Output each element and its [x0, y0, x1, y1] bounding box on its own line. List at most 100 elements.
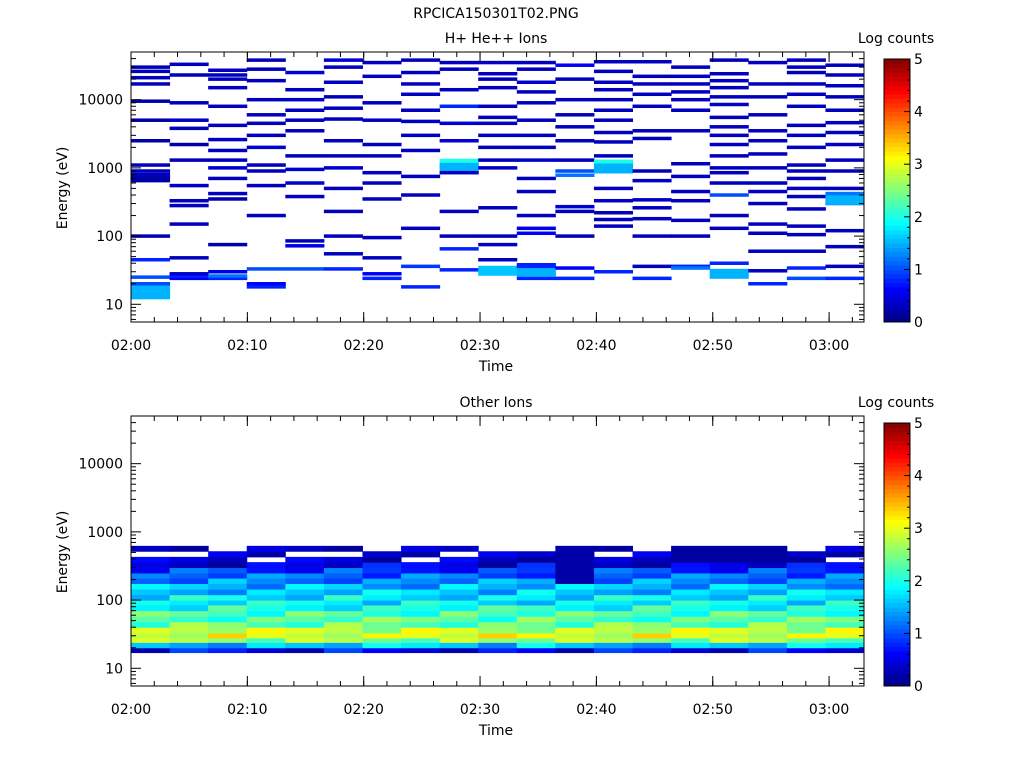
- heatmap-cell: [131, 99, 171, 103]
- heatmap-cell: [285, 129, 325, 133]
- heatmap-cell: [285, 583, 325, 590]
- heatmap-cell: [786, 276, 826, 281]
- colorbar-tick-label: 3: [914, 157, 923, 173]
- heatmap-cell: [362, 101, 402, 105]
- heatmap-cell: [478, 234, 518, 238]
- heatmap-cell: [709, 115, 749, 120]
- heatmap-cell: [748, 627, 788, 634]
- colorbar-segment: [884, 120, 910, 126]
- colorbar-segment: [884, 541, 910, 547]
- heatmap-cell: [323, 578, 363, 585]
- heatmap-cell: [208, 242, 248, 247]
- colorbar-segment: [884, 642, 910, 648]
- colorbar-tick-label: 4: [914, 469, 923, 485]
- heatmap-cell: [323, 234, 363, 238]
- heatmap-cell: [748, 589, 788, 596]
- heatmap-cell: [362, 276, 402, 281]
- heatmap-cell: [169, 567, 209, 574]
- heatmap-cell: [555, 604, 595, 612]
- heatmap-cell: [786, 186, 826, 191]
- heatmap-cell: [671, 129, 711, 133]
- heatmap-cell: [169, 142, 209, 147]
- heatmap-cell: [555, 545, 595, 552]
- heatmap-cell: [555, 632, 595, 639]
- heatmap-cell: [169, 572, 209, 579]
- colorbar-segment: [884, 300, 910, 305]
- x-tick-label: 02:40: [576, 702, 616, 718]
- heatmap-cell: [401, 551, 441, 558]
- heatmap-cell: [323, 166, 363, 170]
- heatmap-cell: [555, 97, 595, 102]
- colorbar-segment: [884, 484, 910, 490]
- heatmap-cell: [632, 104, 672, 109]
- heatmap-cell: [401, 637, 441, 643]
- colorbar-segment: [884, 672, 910, 678]
- heatmap-cell: [825, 108, 865, 112]
- colorbar-segment: [884, 558, 910, 564]
- heatmap-cell: [671, 198, 711, 203]
- heatmap-cell: [362, 642, 402, 649]
- x-tick-label: 02:00: [111, 702, 151, 718]
- heatmap-cell: [208, 642, 248, 649]
- colorbar-segment: [884, 190, 910, 196]
- heatmap-cell: [786, 604, 826, 612]
- heatmap-cell: [401, 632, 441, 639]
- colorbar-segment: [884, 247, 910, 253]
- x-tick-label: 02:30: [460, 702, 500, 718]
- heatmap-cell: [246, 282, 286, 286]
- heatmap-cell: [285, 647, 325, 654]
- heatmap-cell: [748, 231, 788, 236]
- colorbar-segment: [884, 265, 910, 270]
- heatmap-cell: [516, 90, 556, 94]
- heatmap-cell: [208, 68, 248, 73]
- heatmap-cell: [131, 610, 171, 617]
- heatmap-cell: [748, 642, 788, 649]
- heatmap-cell: [208, 610, 248, 617]
- heatmap-cell: [401, 600, 441, 606]
- colorbar-segment: [884, 295, 910, 301]
- heatmap-cell: [748, 600, 788, 606]
- heatmap-cell: [131, 163, 171, 167]
- heatmap-cell: [439, 637, 479, 643]
- heatmap-cell: [362, 627, 402, 634]
- heatmap-cell: [285, 604, 325, 612]
- heatmap-cell: [323, 632, 363, 639]
- heatmap-cell: [169, 610, 209, 617]
- y-tick-label: 1000: [87, 525, 123, 541]
- colorbar-segment: [884, 142, 910, 148]
- heatmap-cell: [478, 642, 518, 649]
- heatmap-cell: [131, 589, 171, 596]
- heatmap-cell: [555, 583, 595, 590]
- heatmap-cell: [671, 90, 711, 94]
- heatmap-cell: [478, 145, 518, 150]
- heatmap-cell: [478, 85, 518, 90]
- heatmap-cell: [632, 600, 672, 606]
- heatmap-cell: [671, 583, 711, 590]
- heatmap-cell: [671, 234, 711, 238]
- heatmap-cell: [632, 276, 672, 281]
- colorbar-segment: [884, 637, 910, 643]
- heatmap-cell: [555, 266, 595, 270]
- colorbar-segment: [884, 208, 910, 213]
- heatmap-cell: [786, 232, 826, 237]
- heatmap-cell: [709, 604, 749, 612]
- colorbar-segment: [884, 286, 910, 292]
- heatmap-cell: [208, 73, 248, 77]
- x-tick-label: 02:30: [460, 338, 500, 354]
- heatmap-cell: [593, 562, 634, 569]
- heatmap-cell: [362, 154, 402, 158]
- colorbar-tick-label: 4: [914, 105, 923, 121]
- heatmap-cell: [786, 249, 826, 253]
- heatmap-cell: [439, 647, 479, 654]
- heatmap-cell: [516, 627, 556, 634]
- y-axis: 10 100 1000 10000: [78, 51, 864, 320]
- heatmap-cell: [786, 207, 826, 211]
- heatmap-cell: [709, 154, 749, 158]
- colorbar-segment: [884, 664, 910, 669]
- colorbar-frame: [883, 422, 911, 687]
- colorbar-segment: [884, 133, 910, 139]
- colorbar-segment: [884, 440, 910, 446]
- heatmap-cell: [825, 632, 865, 639]
- colorbar-segment: [884, 186, 910, 191]
- heatmap-cell: [748, 113, 788, 117]
